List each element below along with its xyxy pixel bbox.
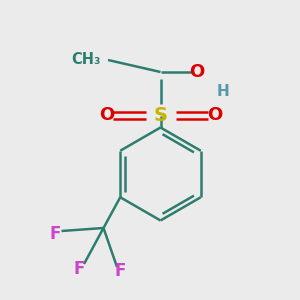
Text: H: H	[217, 84, 230, 99]
Text: F: F	[114, 262, 126, 280]
Text: F: F	[50, 225, 61, 243]
Text: O: O	[207, 106, 222, 124]
Text: F: F	[74, 260, 85, 278]
Text: S: S	[154, 106, 167, 125]
Text: CH₃: CH₃	[71, 52, 100, 68]
Text: O: O	[99, 106, 114, 124]
Text: O: O	[189, 63, 204, 81]
